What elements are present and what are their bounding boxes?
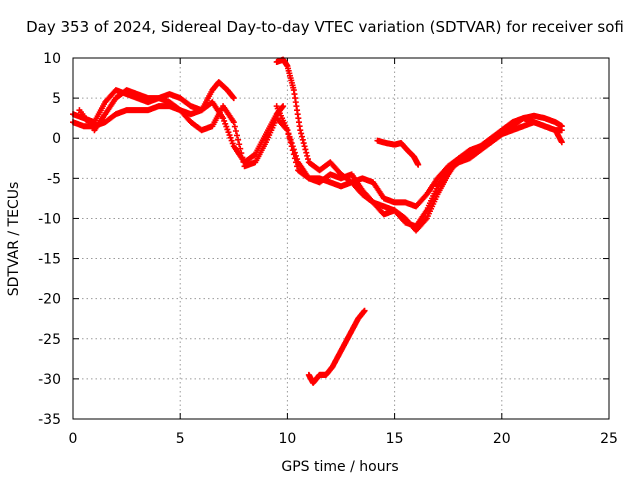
- series-track-c: [76, 87, 564, 209]
- plot-frame: [73, 58, 609, 419]
- grid: [73, 58, 609, 419]
- data-point: [234, 132, 240, 138]
- y-tick-label: -20: [38, 292, 61, 308]
- ticks: [73, 58, 609, 419]
- x-tick-label: 15: [386, 431, 404, 447]
- data-points: [70, 57, 565, 386]
- x-tick-label: 10: [278, 431, 296, 447]
- data-point: [302, 143, 308, 149]
- y-tick-label: 5: [52, 91, 61, 107]
- y-tick-labels: 10 5 0 -5 -10 -15 -20 -25 -30 -35: [38, 51, 61, 428]
- y-tick-label: -30: [38, 372, 61, 388]
- y-tick-label: -25: [38, 332, 61, 348]
- y-tick-label: -5: [47, 171, 61, 187]
- data-point: [298, 130, 304, 136]
- data-point: [297, 127, 303, 133]
- series-track-g: [306, 308, 368, 386]
- y-axis-label: SDTVAR / TECUs: [6, 182, 22, 297]
- data-point: [304, 153, 310, 159]
- y-tick-label: 0: [52, 131, 61, 147]
- x-tick-label: 20: [493, 431, 511, 447]
- data-point: [302, 146, 308, 152]
- y-tick-label: -10: [38, 211, 61, 227]
- chart: Day 353 of 2024, Sidereal Day-to-day VTE…: [0, 0, 640, 480]
- data-point: [300, 137, 306, 143]
- data-point: [232, 124, 238, 130]
- data-point: [301, 140, 307, 146]
- y-tick-label: -35: [38, 412, 61, 428]
- y-tick-label: -15: [38, 252, 61, 268]
- x-tick-label: 0: [69, 431, 78, 447]
- data-point: [303, 150, 309, 156]
- x-tick-labels: 0 5 10 15 20 25: [69, 431, 618, 447]
- chart-title: Day 353 of 2024, Sidereal Day-to-day VTE…: [26, 18, 624, 36]
- data-point: [299, 134, 305, 140]
- data-point: [236, 141, 242, 147]
- series-track-f: [374, 138, 421, 168]
- y-tick-label: 10: [43, 51, 61, 67]
- x-tick-label: 5: [176, 431, 185, 447]
- x-axis-label: GPS time / hours: [281, 459, 398, 475]
- x-tick-label: 25: [600, 431, 618, 447]
- data-point: [233, 128, 239, 134]
